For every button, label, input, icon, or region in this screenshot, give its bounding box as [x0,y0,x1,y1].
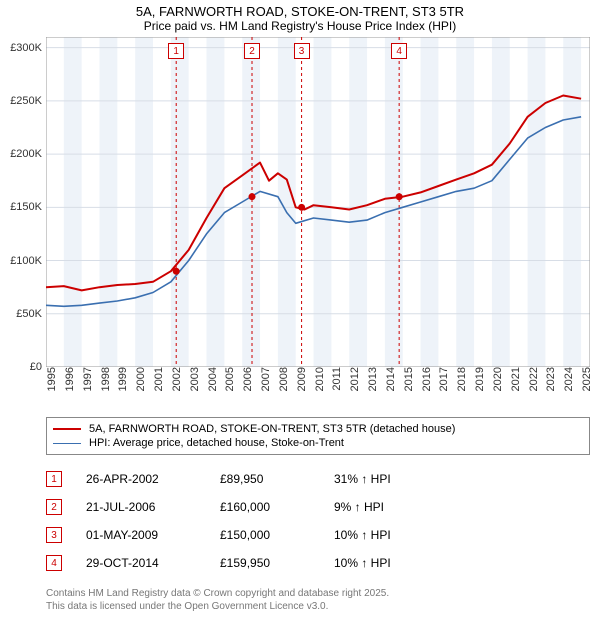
legend: 5A, FARNWORTH ROAD, STOKE-ON-TRENT, ST3 … [46,417,590,455]
x-axis-label: 2013 [367,367,379,391]
x-axis-label: 2016 [421,367,433,391]
footer: Contains HM Land Registry data © Crown c… [46,587,590,613]
sale-row: 2 21-JUL-2006 £160,000 9% ↑ HPI [46,493,590,521]
x-axis-label: 2006 [242,367,254,391]
sale-price: £150,000 [220,528,310,542]
sale-date: 26-APR-2002 [86,472,196,486]
sale-row: 4 29-OCT-2014 £159,950 10% ↑ HPI [46,549,590,577]
sale-marker: 1 [46,471,62,487]
sale-date: 21-JUL-2006 [86,500,196,514]
legend-row: HPI: Average price, detached house, Stok… [53,436,583,450]
x-axis-label: 2014 [385,367,397,391]
x-axis-label: 2017 [438,367,450,391]
sale-date: 29-OCT-2014 [86,556,196,570]
legend-label: HPI: Average price, detached house, Stok… [89,437,344,449]
sale-marker: 2 [46,499,62,515]
x-axis-label: 2010 [314,367,326,391]
y-axis-label: £200K [4,148,42,160]
y-axis-label: £100K [4,255,42,267]
y-axis-label: £300K [4,42,42,54]
footer-line: Contains HM Land Registry data © Crown c… [46,587,590,600]
legend-row: 5A, FARNWORTH ROAD, STOKE-ON-TRENT, ST3 … [53,422,583,436]
x-axis-label: 2019 [474,367,486,391]
legend-swatch [53,428,81,430]
x-axis-label: 2024 [563,367,575,391]
sale-date: 01-MAY-2009 [86,528,196,542]
x-axis-label: 2000 [135,367,147,391]
x-axis-label: 1998 [100,367,112,391]
sale-diff: 9% ↑ HPI [334,500,454,514]
x-axis-label: 2011 [331,367,343,391]
price-chart: £0£50K£100K£150K£200K£250K£300K1234 [46,37,590,367]
x-axis-label: 2025 [581,367,593,391]
page-title-sub: Price paid vs. HM Land Registry's House … [0,19,600,33]
x-axis-label: 1996 [64,367,76,391]
x-axis-label: 2021 [510,367,522,391]
chart-marker: 3 [294,43,310,59]
x-axis-label: 2004 [207,367,219,391]
x-axis-label: 1997 [82,367,94,391]
x-axis-label: 2018 [456,367,468,391]
x-axis-labels: 1995 1996 1997 1998 1999 2000 2001 2002 2003 2004… [46,367,590,413]
page-title-address: 5A, FARNWORTH ROAD, STOKE-ON-TRENT, ST3 … [0,4,600,19]
sale-marker: 3 [46,527,62,543]
x-axis-label: 2020 [492,367,504,391]
chart-marker: 2 [244,43,260,59]
sale-price: £89,950 [220,472,310,486]
x-axis-label: 1999 [117,367,129,391]
chart-svg [46,37,590,367]
x-axis-label: 2005 [224,367,236,391]
legend-swatch [53,443,81,444]
x-axis-label: 2022 [528,367,540,391]
x-axis-label: 2012 [349,367,361,391]
sale-row: 1 26-APR-2002 £89,950 31% ↑ HPI [46,465,590,493]
sale-row: 3 01-MAY-2009 £150,000 10% ↑ HPI [46,521,590,549]
sale-price: £159,950 [220,556,310,570]
y-axis-label: £150K [4,201,42,213]
y-axis-label: £0 [4,361,42,373]
x-axis-label: 2007 [260,367,272,391]
sale-diff: 10% ↑ HPI [334,556,454,570]
legend-label: 5A, FARNWORTH ROAD, STOKE-ON-TRENT, ST3 … [89,423,455,435]
sale-price: £160,000 [220,500,310,514]
x-axis-label: 2023 [545,367,557,391]
chart-marker: 4 [391,43,407,59]
sale-diff: 10% ↑ HPI [334,528,454,542]
y-axis-label: £50K [4,308,42,320]
x-axis-label: 2001 [153,367,165,391]
sale-marker: 4 [46,555,62,571]
sale-diff: 31% ↑ HPI [334,472,454,486]
chart-marker: 1 [168,43,184,59]
x-axis-label: 2008 [278,367,290,391]
x-axis-label: 2002 [171,367,183,391]
footer-line: This data is licensed under the Open Gov… [46,600,590,613]
sales-table: 1 26-APR-2002 £89,950 31% ↑ HPI 2 21-JUL-2006… [46,465,590,577]
x-axis-label: 1995 [46,367,58,391]
x-axis-label: 2015 [403,367,415,391]
x-axis-label: 2003 [189,367,201,391]
y-axis-label: £250K [4,95,42,107]
x-axis-label: 2009 [296,367,308,391]
